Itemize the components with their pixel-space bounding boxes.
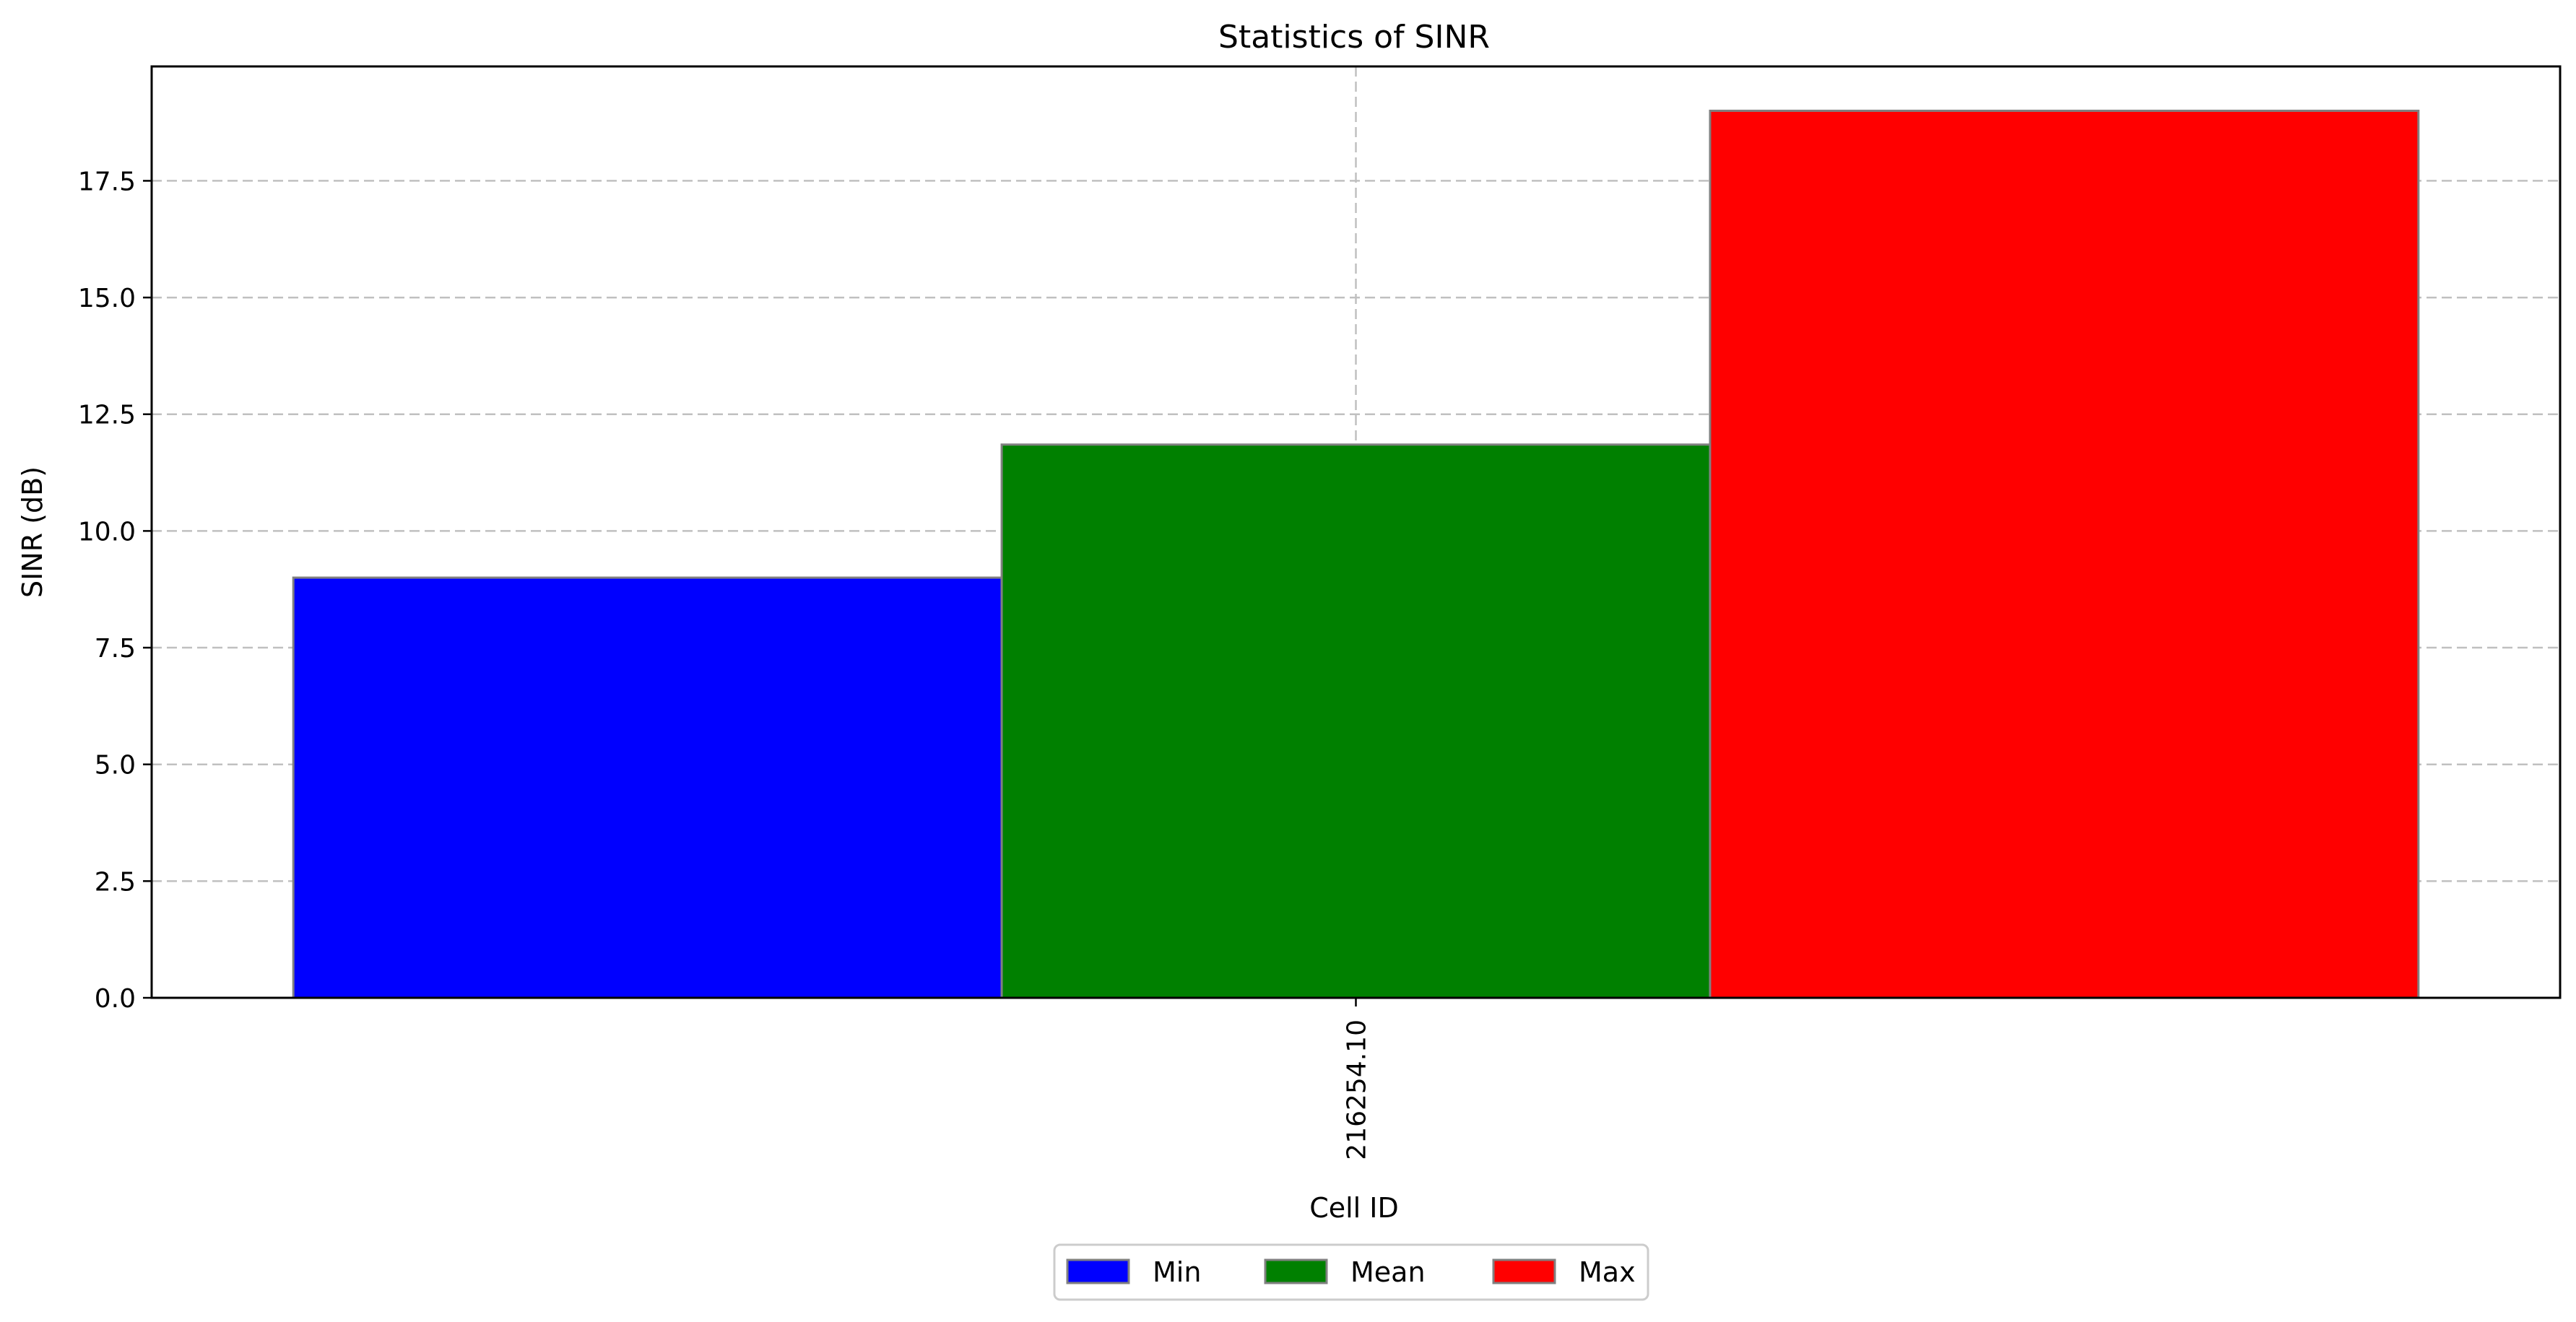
legend-label-max: Max <box>1579 1256 1636 1288</box>
y-tick-label: 12.5 <box>78 401 136 430</box>
y-axis-label: SINR (dB) <box>17 466 48 598</box>
bar-min <box>292 576 1003 999</box>
legend-swatch-mean <box>1264 1258 1328 1284</box>
bar-mean <box>1000 443 1712 999</box>
x-axis-ticks: 216254.10 <box>1343 998 1372 1160</box>
y-tick-label: 15.0 <box>78 284 136 313</box>
legend-label-min: Min <box>1153 1256 1201 1288</box>
x-axis-label: Cell ID <box>1309 1192 1399 1224</box>
bar-max <box>1709 109 2420 999</box>
y-tick-label: 10.0 <box>78 517 136 547</box>
chart-title: Statistics of SINR <box>1218 19 1490 56</box>
bars <box>292 109 2420 999</box>
y-tick-label: 7.5 <box>95 634 136 664</box>
legend-swatch-max <box>1492 1258 1556 1284</box>
x-tick-label: 216254.10 <box>1343 1019 1372 1160</box>
y-tick-label: 0.0 <box>95 984 136 1014</box>
legend-swatch-min <box>1066 1258 1130 1284</box>
y-tick-label: 17.5 <box>78 167 136 196</box>
y-tick-label: 5.0 <box>95 751 136 780</box>
y-tick-label: 2.5 <box>95 867 136 897</box>
legend: Min Mean Max <box>1053 1243 1649 1301</box>
y-axis-ticks: 0.0 2.5 5.0 7.5 10.0 12.5 15.0 17.5 <box>78 167 152 1014</box>
legend-label-mean: Mean <box>1350 1256 1426 1288</box>
legend-frame <box>1053 1243 1649 1301</box>
